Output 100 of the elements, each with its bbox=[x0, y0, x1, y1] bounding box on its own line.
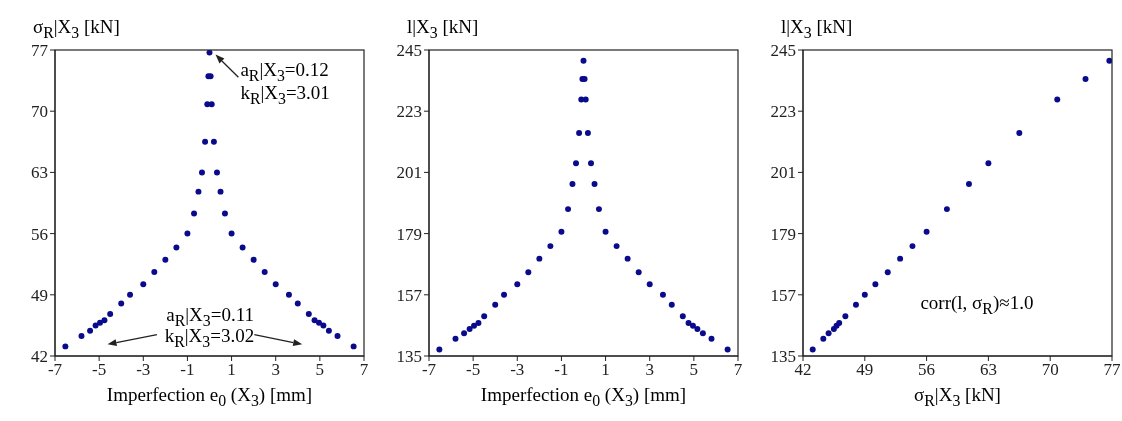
point bbox=[294, 300, 301, 307]
point bbox=[825, 330, 832, 337]
point bbox=[239, 244, 246, 251]
point bbox=[228, 230, 235, 237]
annotation: a$_{R}$|X$_{3}$=0.12 bbox=[240, 59, 329, 84]
x-tick-label: -1 bbox=[554, 360, 569, 380]
point bbox=[602, 228, 609, 235]
point bbox=[272, 281, 279, 288]
point bbox=[475, 319, 482, 326]
point bbox=[285, 291, 292, 298]
point bbox=[217, 188, 224, 195]
point bbox=[305, 311, 312, 318]
point bbox=[923, 228, 930, 235]
point bbox=[861, 291, 868, 298]
point bbox=[897, 255, 904, 262]
point bbox=[184, 230, 191, 237]
point bbox=[547, 243, 554, 250]
point bbox=[569, 181, 576, 188]
point bbox=[525, 269, 532, 276]
point bbox=[584, 129, 591, 136]
point bbox=[635, 269, 642, 276]
y-tick-label: 201 bbox=[396, 163, 422, 183]
point bbox=[591, 181, 598, 188]
point bbox=[208, 101, 215, 108]
y-tick-label: 77 bbox=[31, 41, 49, 61]
point bbox=[613, 243, 620, 250]
point bbox=[909, 243, 916, 250]
point bbox=[1054, 96, 1061, 103]
point bbox=[985, 160, 992, 167]
point bbox=[320, 322, 327, 329]
point bbox=[250, 256, 257, 263]
point bbox=[315, 319, 322, 326]
point bbox=[565, 206, 572, 213]
y-tick-label: 245 bbox=[396, 41, 422, 61]
y-tick-label: 135 bbox=[396, 347, 422, 367]
point bbox=[151, 269, 158, 276]
point bbox=[689, 322, 696, 329]
point bbox=[87, 327, 94, 334]
x-tick-label: 3 bbox=[645, 360, 654, 380]
point bbox=[195, 188, 202, 195]
x-tick-label: 1 bbox=[227, 360, 236, 380]
point bbox=[573, 160, 579, 167]
point bbox=[1082, 75, 1089, 82]
y-tick-label: 63 bbox=[31, 163, 48, 183]
point bbox=[580, 57, 587, 64]
y-tick-label: 223 bbox=[396, 102, 422, 122]
point bbox=[78, 332, 85, 339]
point bbox=[173, 244, 180, 251]
y-tick-label: 245 bbox=[770, 41, 796, 61]
point bbox=[214, 169, 220, 176]
point bbox=[97, 319, 104, 326]
x-tick-label: 7 bbox=[733, 360, 743, 380]
y-tick-label: 56 bbox=[31, 224, 48, 244]
point bbox=[820, 335, 827, 342]
point bbox=[436, 346, 443, 353]
y-tick-label: 157 bbox=[770, 285, 797, 305]
point bbox=[685, 319, 692, 326]
x-tick-label: -5 bbox=[92, 360, 107, 380]
point bbox=[202, 138, 209, 145]
point bbox=[501, 291, 508, 298]
point bbox=[668, 301, 675, 308]
point bbox=[699, 330, 706, 337]
point bbox=[162, 256, 169, 263]
x-tick-label: -3 bbox=[510, 360, 525, 380]
point bbox=[350, 343, 357, 350]
x-axis-title: Imperfection e$_{0}$ (X$_{3}$) [mm] bbox=[479, 384, 688, 410]
x-tick-label: 1 bbox=[601, 360, 610, 380]
point bbox=[588, 160, 594, 167]
x-tick-label: 49 bbox=[856, 360, 874, 380]
x-tick-label: 56 bbox=[918, 360, 936, 380]
point bbox=[62, 343, 69, 350]
point bbox=[965, 181, 972, 188]
y-tick-label: 70 bbox=[31, 102, 48, 122]
x-tick-label: 70 bbox=[1041, 360, 1059, 380]
x-tick-label: 3 bbox=[271, 360, 280, 380]
y-tick-label: 135 bbox=[770, 347, 796, 367]
y-tick-label: 223 bbox=[770, 102, 796, 122]
y-tick-label: 201 bbox=[770, 163, 796, 183]
point bbox=[872, 281, 879, 288]
y-tick-label: 179 bbox=[396, 224, 422, 244]
point bbox=[624, 255, 631, 262]
point bbox=[679, 313, 686, 320]
point bbox=[694, 326, 701, 332]
point bbox=[461, 330, 468, 337]
x-tick-label: -7 bbox=[421, 360, 437, 380]
point bbox=[842, 313, 849, 320]
point bbox=[471, 322, 478, 329]
point bbox=[210, 138, 217, 145]
x-tick-label: 5 bbox=[689, 360, 699, 380]
y-axis-title: l|X$_{3}$ [kN] bbox=[781, 16, 853, 42]
x-tick-label: -1 bbox=[180, 360, 195, 380]
x-tick-label: 7 bbox=[359, 360, 369, 380]
point bbox=[107, 311, 114, 318]
point bbox=[659, 291, 666, 298]
point bbox=[140, 281, 147, 288]
point bbox=[809, 346, 816, 353]
point bbox=[118, 300, 125, 307]
x-axis-title: Imperfection e$_{0}$ (X$_{3}$) [mm] bbox=[105, 384, 314, 410]
x-tick-label: 77 bbox=[1103, 360, 1121, 380]
x-tick-label: 63 bbox=[979, 360, 997, 380]
